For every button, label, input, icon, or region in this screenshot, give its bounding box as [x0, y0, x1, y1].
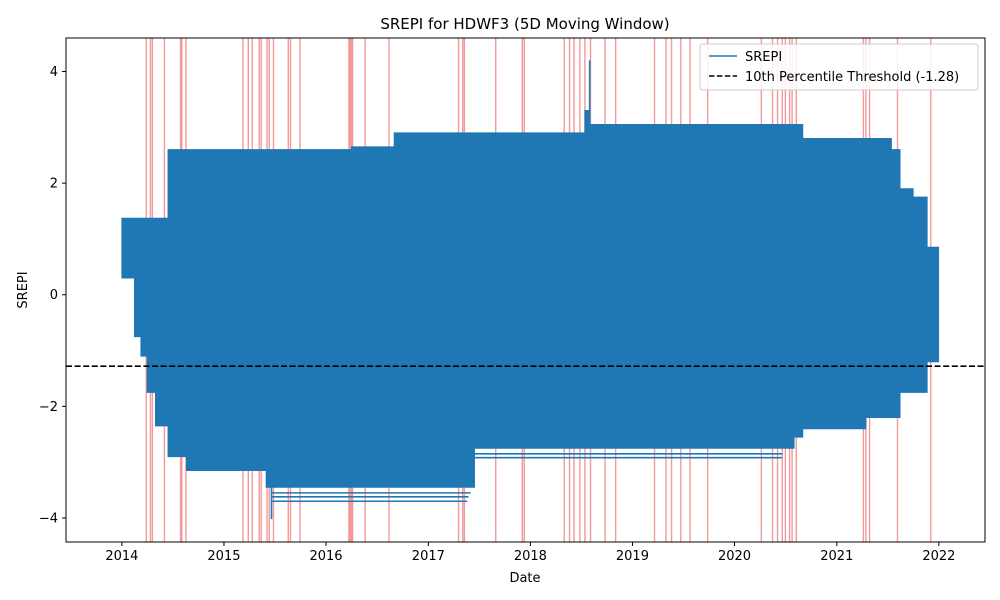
y-tick-label-0: −4 — [39, 512, 58, 527]
x-tick-label-7: 2021 — [820, 549, 853, 564]
x-tick-label-1: 2015 — [207, 549, 240, 564]
y-axis-label: SREPI — [16, 271, 31, 308]
x-tick-label-6: 2020 — [718, 549, 751, 564]
legend-label-threshold: 10th Percentile Threshold (-1.28) — [745, 70, 959, 85]
plot-frame — [65, 37, 986, 543]
chart-title: SREPI for HDWF3 (5D Moving Window) — [380, 15, 669, 33]
legend: SREPI 10th Percentile Threshold (-1.28) — [699, 43, 979, 91]
x-tick-label-5: 2019 — [616, 549, 649, 564]
y-tick-label-2: 0 — [50, 288, 58, 303]
x-tick-label-3: 2017 — [412, 549, 445, 564]
y-tick-label-3: 2 — [50, 177, 58, 192]
srepi-band — [121, 110, 940, 488]
x-tick-label-0: 2014 — [105, 549, 138, 564]
legend-label-srepi: SREPI — [745, 50, 782, 65]
x-tick-label-8: 2022 — [922, 549, 955, 564]
axes: 2014 2015 2016 2017 2018 2019 2020 2021 2022 −4 −2… — [39, 37, 986, 564]
legend-frame — [699, 43, 979, 91]
y-tick-label-4: 4 — [50, 65, 58, 80]
x-tick-label-2: 2016 — [309, 549, 342, 564]
x-axis-label: Date — [509, 571, 540, 586]
y-tick-label-1: −2 — [39, 400, 58, 415]
x-tick-label-4: 2018 — [514, 549, 547, 564]
srepi-series — [121, 60, 940, 520]
